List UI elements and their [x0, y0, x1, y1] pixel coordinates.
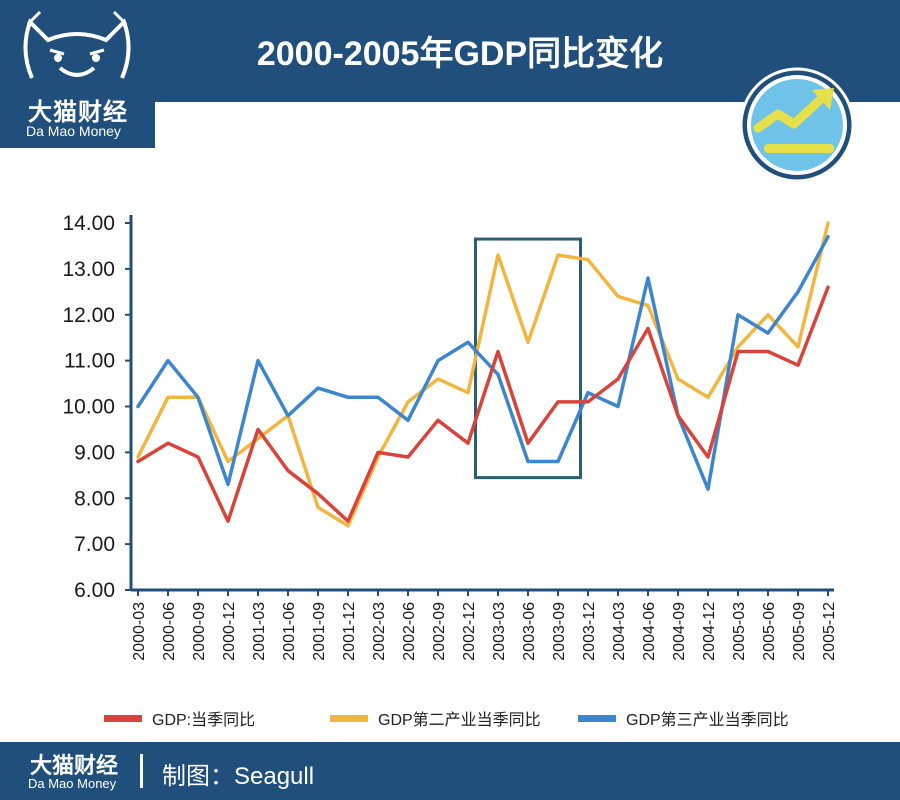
footer-brand-cn: 大猫财经: [30, 753, 119, 778]
x-tick-label: 2003-09: [551, 602, 568, 661]
footer-bar: 大猫财经 Da Mao Money 制图：Seagull: [0, 742, 900, 800]
gdp-line-chart: 6.00 7.00 8.00 9.00 10.00 11.00 12.00 13.00 14.0…: [62, 212, 838, 661]
legend-item-gdp: GDP:当季同比: [104, 706, 255, 730]
logo-brand-cn: 大猫财经: [28, 99, 128, 126]
x-tick-label: 2004-03: [611, 602, 628, 661]
x-tick-label: 2002-09: [431, 602, 448, 661]
series-line-0: [136, 285, 830, 523]
series-line-2: [136, 235, 830, 491]
legend-label-gdp: GDP:当季同比: [152, 712, 256, 729]
x-tick-label: 2002-06: [401, 602, 418, 661]
y-tick-label: 6.00: [74, 579, 115, 602]
x-tick-label: 2000-12: [221, 602, 238, 661]
y-tick-label: 10.00: [62, 396, 115, 419]
y-tick-label: 7.00: [74, 533, 115, 556]
y-tick-label: 13.00: [62, 258, 115, 281]
x-tick-label: 2005-03: [731, 602, 748, 661]
footer-divider: [140, 754, 143, 788]
x-tick-label: 2005-12: [821, 602, 838, 661]
legend-label-secondary: GDP第二产业当季同比: [378, 712, 541, 729]
header-stripe: [0, 96, 900, 102]
logo-brand-en: Da Mao Money: [26, 123, 121, 139]
x-tick-label: 2001-09: [311, 602, 328, 661]
legend-swatch-yellow: [330, 714, 368, 722]
chart-legend: GDP:当季同比 GDP第二产业当季同比 GDP第三产业当季同比: [0, 706, 900, 736]
x-tick-label: 2005-09: [791, 602, 808, 661]
legend-item-tertiary: GDP第三产业当季同比: [578, 706, 789, 730]
y-tick-label: 8.00: [74, 487, 115, 510]
footer-brand-en: Da Mao Money: [28, 776, 117, 791]
x-tick-label: 2002-12: [461, 602, 478, 661]
y-tick-label: 9.00: [74, 441, 115, 464]
legend-swatch-blue: [578, 714, 616, 722]
x-tick-label: 2003-12: [581, 602, 598, 661]
page-title: 2000-2005年GDP同比变化: [256, 35, 664, 73]
y-tick-label: 12.00: [62, 304, 115, 327]
x-tick-label: 2001-03: [251, 602, 268, 661]
x-tick-label: 2004-09: [671, 602, 688, 661]
y-tick-label: 11.00: [64, 350, 115, 373]
cat-face-icon: [23, 10, 131, 79]
x-tick-label: 2003-03: [491, 602, 508, 661]
x-tick-label: 2002-03: [371, 602, 388, 661]
x-tick-label: 2000-09: [191, 602, 208, 661]
x-tick-label: 2004-12: [701, 602, 718, 661]
x-tick-label: 2001-12: [341, 602, 358, 661]
x-tick-label: 2000-03: [131, 602, 148, 661]
trend-arrow-icon: [739, 67, 855, 183]
x-tick-label: 2001-06: [281, 602, 298, 661]
x-tick-label: 2003-06: [521, 602, 538, 661]
x-tick-label: 2005-06: [761, 602, 778, 661]
x-tick-label: 2000-06: [161, 602, 178, 661]
footer-credit: 制图：Seagull: [162, 763, 315, 790]
y-tick-label: 14.00: [62, 212, 115, 235]
brand-logo: 大猫财经 Da Mao Money: [0, 0, 155, 148]
legend-item-secondary: GDP第二产业当季同比: [330, 706, 541, 730]
legend-label-tertiary: GDP第三产业当季同比: [626, 712, 789, 729]
legend-swatch-red: [104, 714, 142, 722]
x-tick-label: 2004-06: [641, 602, 658, 661]
